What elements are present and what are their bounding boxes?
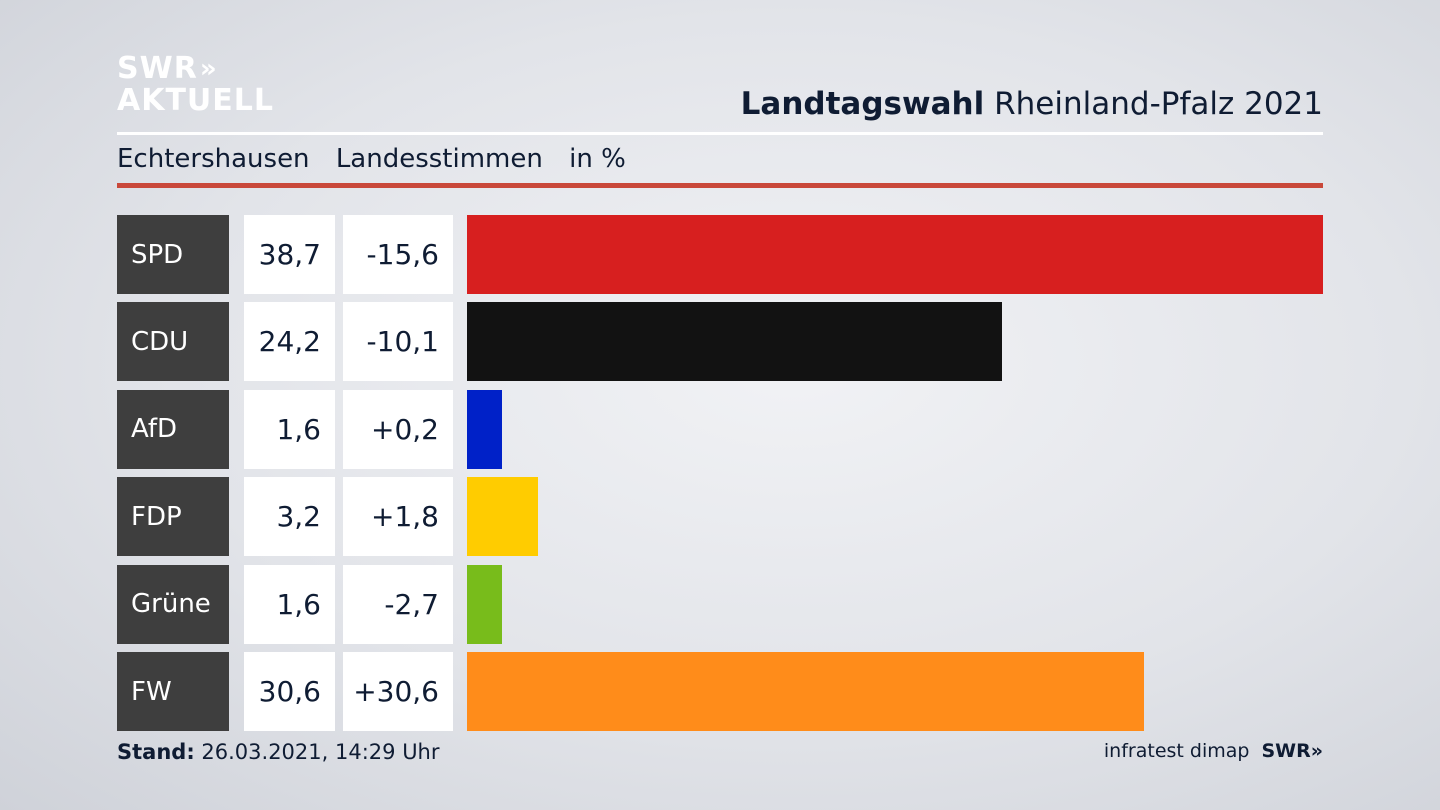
swr-brand-logo: SWR» [1261, 740, 1323, 762]
change-label: -15,6 [343, 215, 453, 294]
result-row: CDU 24,2 -10,1 [117, 302, 1323, 382]
change-label: -2,7 [343, 564, 453, 644]
bar [467, 302, 1002, 382]
timestamp: Stand: 26.03.2021, 14:29 Uhr [117, 740, 440, 764]
party-label: AfD [117, 389, 229, 469]
bar [467, 652, 1144, 731]
result-row: SPD 38,7 -15,6 [117, 215, 1323, 294]
party-label: SPD [117, 215, 229, 294]
source-text: infratest dimap [1103, 740, 1250, 762]
change-label: +30,6 [343, 652, 453, 731]
source-credit: infratest dimap SWR» [1104, 740, 1323, 762]
party-label: Grüne [117, 564, 229, 644]
vote-share-label: 24,2 [244, 302, 335, 382]
stand-value: 26.03.2021, 14:29 Uhr [201, 740, 440, 764]
vote-share-label: 3,2 [244, 477, 335, 557]
bar [467, 389, 502, 469]
bar [467, 215, 1323, 294]
stand-label: Stand: [117, 740, 195, 764]
subtitle-unit: in % [569, 144, 626, 174]
logo-aktuell-text: AKTUELL [117, 83, 275, 118]
result-row: AfD 1,6 +0,2 [117, 389, 1323, 469]
subtitle-location: Echtershausen [117, 144, 310, 174]
vote-share-label: 1,6 [244, 564, 335, 644]
party-label: FW [117, 652, 229, 731]
change-label: +0,2 [343, 389, 453, 469]
subtitle-vote-type: Landesstimmen [335, 144, 543, 174]
bar [467, 477, 538, 557]
change-label: -10,1 [343, 302, 453, 382]
vote-share-label: 30,6 [244, 652, 335, 731]
top-divider [117, 132, 1323, 135]
title-rest: Rheinland-Pfalz 2021 [994, 86, 1323, 122]
swr-aktuell-logo: SWR» AKTUELL [117, 54, 274, 116]
title-bold: Landtagswahl [740, 86, 985, 122]
result-row: FDP 3,2 +1,8 [117, 477, 1323, 557]
logo-chevron-icon: » [199, 54, 217, 84]
bar [467, 564, 502, 644]
result-row: Grüne 1,6 -2,7 [117, 564, 1323, 644]
logo-swr-text: SWR [117, 51, 198, 86]
vote-share-label: 1,6 [244, 389, 335, 469]
vote-share-label: 38,7 [244, 215, 335, 294]
page-title: Landtagswahl Rheinland-Pfalz 2021 [741, 86, 1323, 122]
result-row: FW 30,6 +30,6 [117, 652, 1323, 731]
change-label: +1,8 [343, 477, 453, 557]
chart-subtitle: Echtershausen Landesstimmen in % [117, 144, 644, 174]
party-label: FDP [117, 477, 229, 557]
accent-divider [117, 183, 1323, 188]
party-label: CDU [117, 302, 229, 382]
